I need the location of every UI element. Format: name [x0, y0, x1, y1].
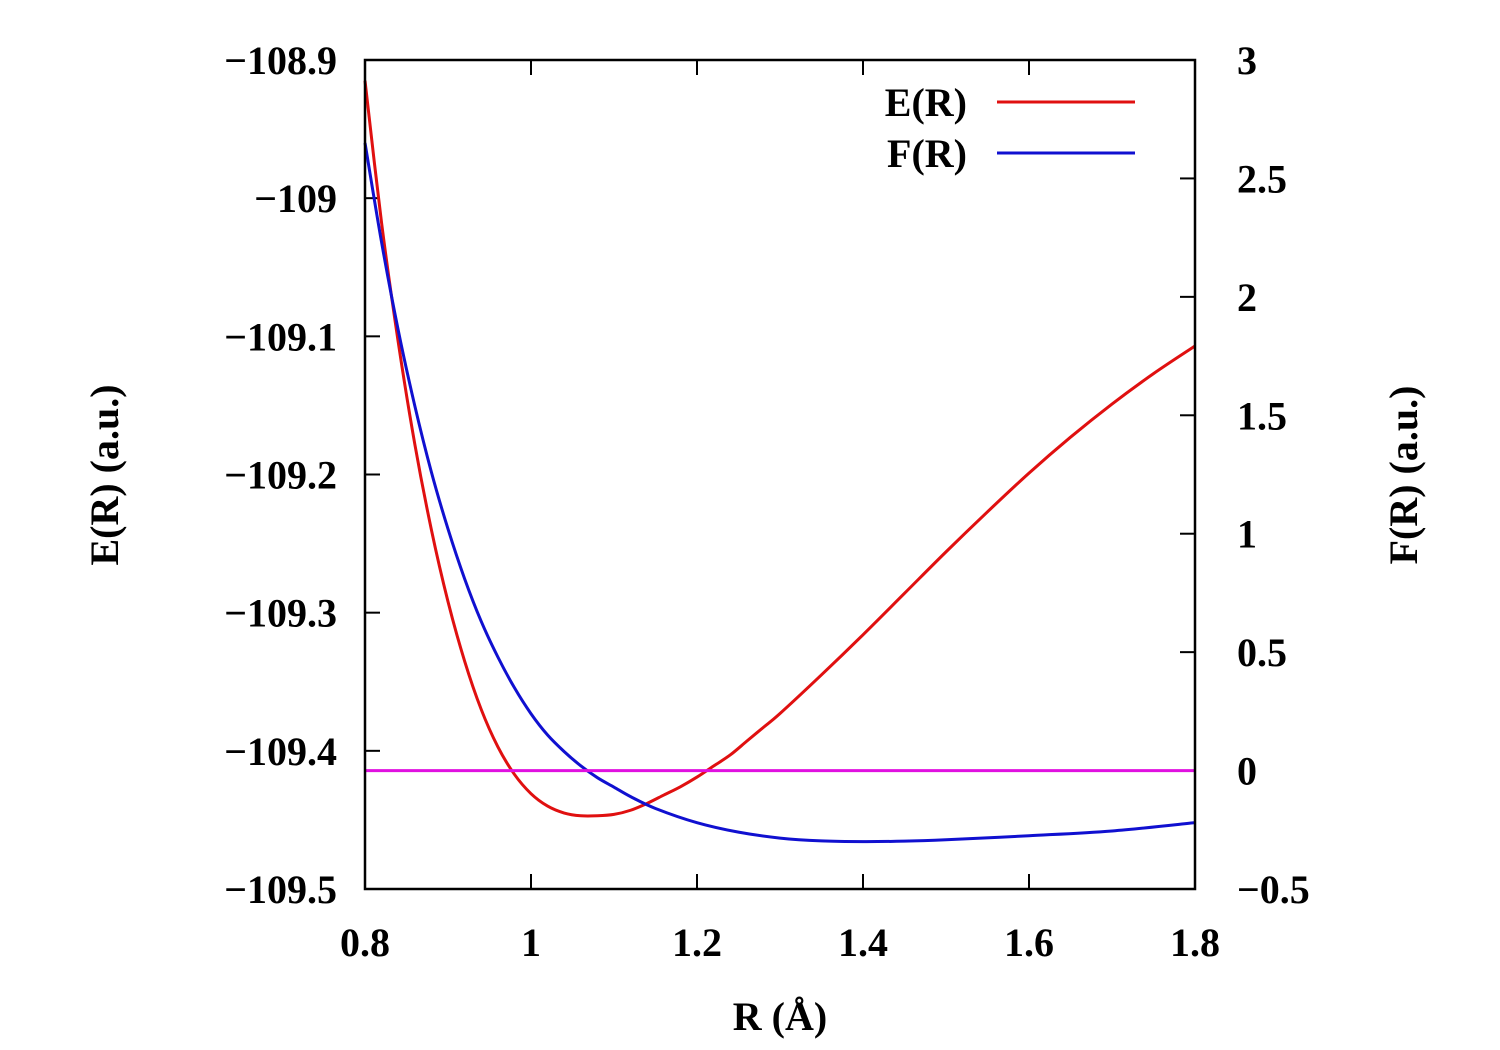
- x-axis-label: R (Å): [733, 994, 827, 1039]
- y-right-axis-label: F(R) (a.u.): [1381, 386, 1426, 565]
- y-right-tick-label: −0.5: [1237, 867, 1310, 912]
- y-left-tick-label: −109.3: [224, 591, 337, 636]
- series-line-er: [363, 80, 1196, 818]
- x-tick-label: 1.6: [1004, 920, 1054, 965]
- y-right-tick-label: 0: [1237, 749, 1257, 794]
- legend-label: F(R): [887, 131, 967, 176]
- y-right-tick-label: 1.5: [1237, 393, 1287, 438]
- y-left-tick-labels: −108.9 −109 −109.1 −109.2 −109.3 −109.4 −109.5: [224, 38, 337, 912]
- y-left-axis-label: E(R) (a.u.): [82, 384, 127, 565]
- x-tick-label: 1.4: [838, 920, 888, 965]
- y-left-tick-label: −109.5: [224, 867, 337, 912]
- x-tick-label: 1.8: [1170, 920, 1220, 965]
- series-line-fr: [363, 142, 1196, 844]
- y-left-tick-label: −109.1: [224, 314, 337, 359]
- y-right-tick-label: 3: [1237, 38, 1257, 83]
- y-left-tick-label: −109.2: [224, 453, 337, 498]
- y-left-tick-label: −108.9: [224, 38, 337, 83]
- y-right-tick-labels: 3 2.5 2 1.5 1 0.5 0 −0.5: [1237, 38, 1310, 912]
- series-lines: [363, 80, 1196, 844]
- y-right-tick-label: 0.5: [1237, 630, 1287, 675]
- y-right-tick-label: 1: [1237, 512, 1257, 557]
- y-right-tick-label: 2.5: [1237, 156, 1287, 201]
- x-tick-labels: 0.8 1 1.2 1.4 1.6 1.8: [340, 920, 1220, 965]
- y-left-tick-label: −109.4: [224, 729, 337, 774]
- y-right-tick-label: 2: [1237, 275, 1257, 320]
- y-left-tick-label: −109: [254, 176, 337, 221]
- legend-label: E(R): [885, 80, 967, 125]
- legend: E(R) F(R): [885, 80, 1135, 176]
- x-tick-label: 0.8: [340, 920, 390, 965]
- tick-marks: [364, 59, 1196, 890]
- x-tick-label: 1.2: [672, 920, 722, 965]
- x-tick-label: 1: [521, 920, 541, 965]
- plot-frame: [363, 58, 1197, 891]
